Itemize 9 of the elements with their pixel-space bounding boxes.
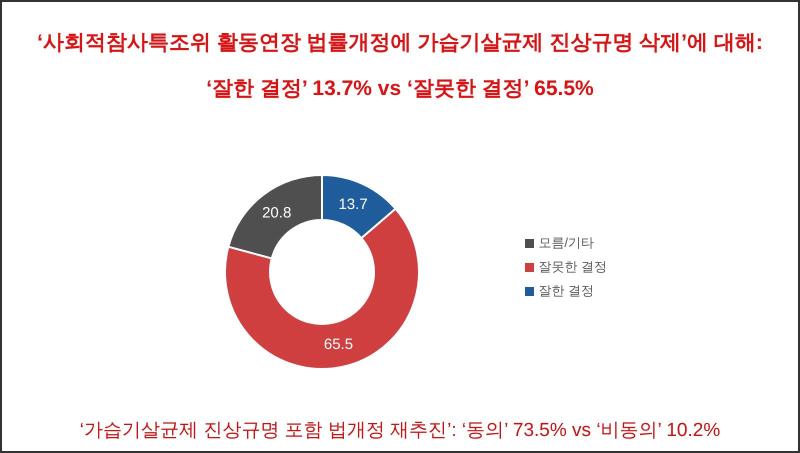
legend-label: 잘한 결정 xyxy=(538,283,594,298)
legend-label: 잘못한 결정 xyxy=(538,259,607,274)
chart-subtitle: ‘잘한 결정’ 13.7% vs ‘잘못한 결정’ 65.5% xyxy=(205,76,595,102)
chart-title: ‘사회적참사특조위 활동연장 법률개정에 가습기살균제 진상규명 삭제’에 대해: xyxy=(36,30,764,56)
data-label: 13.7 xyxy=(338,196,368,213)
data-label: 65.5 xyxy=(324,336,354,354)
data-label: 20.8 xyxy=(262,204,292,222)
text: ‘가습기살균제 진상규명 포함 법개정 재추진’: ‘동의’ 73.5% vs ‘비동의’ 10.2% xyxy=(78,419,722,443)
legend-label: 모름/기타 xyxy=(538,235,594,250)
